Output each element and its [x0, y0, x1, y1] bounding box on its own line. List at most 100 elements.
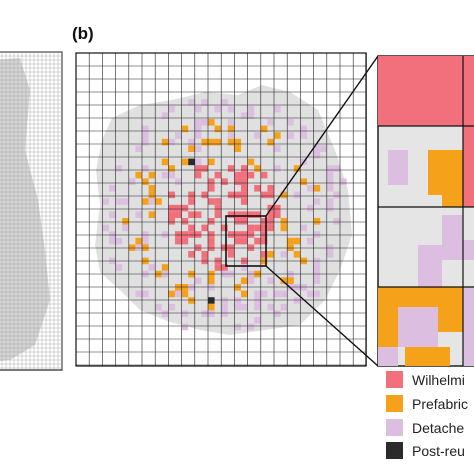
detached-cell — [254, 132, 261, 139]
detached-cell — [267, 119, 274, 126]
prefabricated-cell — [214, 125, 222, 133]
legend-label: Post-reu — [412, 443, 465, 459]
detached-cell — [234, 323, 241, 331]
detached-cell — [241, 264, 248, 271]
wilhelminian-cell — [175, 211, 182, 218]
detached-cell — [313, 152, 321, 159]
panel-b-map — [75, 52, 379, 367]
prefabricated-cell — [378, 287, 463, 307]
detached-cell — [280, 251, 288, 258]
legend: Wilhelmi Prefabric Detache Post-reu — [386, 371, 468, 459]
wilhelminian-cell — [260, 218, 268, 225]
post-reunification-cell — [188, 158, 195, 166]
detached-cell — [142, 165, 149, 172]
legend-label: Detache — [412, 420, 464, 436]
wilhelminian-cell — [201, 224, 208, 232]
detached-cell — [194, 125, 202, 133]
prefabricated-cell — [234, 138, 241, 146]
detached-cell — [247, 105, 255, 113]
legend-swatch — [386, 371, 403, 388]
prefabricated-cell — [405, 347, 450, 366]
wilhelminian-cell — [247, 224, 255, 232]
detached-cell — [378, 347, 398, 366]
prefabricated-cell — [208, 138, 215, 146]
wilhelminian-cell — [201, 191, 208, 199]
wilhelminian-cell — [267, 211, 274, 218]
detached-cell — [188, 138, 195, 146]
wilhelminian-cell — [241, 231, 248, 238]
prefabricated-cell — [280, 277, 288, 284]
panel-b-frame — [75, 52, 367, 367]
prefabricated-cell — [208, 119, 215, 126]
detached-cell — [102, 198, 109, 205]
detached-cell — [241, 112, 248, 119]
detached-cell — [280, 290, 288, 298]
panel-a-city-shape — [0, 58, 50, 361]
detached-cell — [442, 215, 463, 260]
wilhelminian-cell — [181, 237, 189, 245]
detached-cell — [234, 303, 241, 311]
wilhelminian-cell — [214, 211, 222, 218]
detached-cell — [274, 145, 281, 152]
detached-cell — [175, 290, 182, 298]
wilhelminian-cell — [254, 237, 261, 245]
wilhelminian-cell — [241, 218, 248, 225]
detached-cell — [287, 119, 294, 126]
wilhelminian-cell — [247, 211, 255, 218]
wilhelminian-cell — [175, 204, 182, 212]
wilhelminian-cell — [463, 126, 474, 207]
prefabricated-cell — [293, 165, 301, 172]
zoom-line-top — [265, 55, 379, 217]
wilhelminian-cell — [208, 198, 215, 205]
wilhelminian-cell — [241, 211, 248, 218]
wilhelminian-cell — [274, 211, 281, 218]
prefabricated-cell — [181, 158, 189, 166]
wilhelminian-cell — [260, 251, 268, 258]
post-reunification-cell — [208, 297, 215, 304]
wilhelminian-cell — [241, 165, 248, 172]
wilhelminian-cell — [267, 218, 274, 225]
prefabricated-cell — [122, 218, 129, 225]
wilhelminian-cell — [201, 165, 208, 172]
detached-cell — [307, 185, 314, 192]
prefabricated-cell — [428, 150, 463, 195]
detached-cell — [287, 132, 294, 139]
wilhelminian-cell — [267, 224, 274, 232]
wilhelminian-cell — [221, 178, 228, 185]
detached-cell — [122, 224, 129, 232]
detached-cell — [313, 198, 321, 205]
detached-cell — [234, 297, 241, 304]
prefabricated-cell — [438, 307, 463, 332]
wilhelminian-cell — [214, 198, 222, 205]
detached-cell — [267, 303, 274, 311]
detached-cell — [102, 224, 109, 232]
detached-cell — [333, 191, 340, 199]
zoom-inset-cells — [378, 56, 474, 366]
wilhelminian-cell — [267, 191, 274, 199]
detached-cell — [128, 178, 136, 185]
wilhelminian-cell — [234, 171, 241, 179]
detached-cell — [300, 224, 307, 232]
detached-cell — [201, 119, 208, 126]
wilhelminian-cell — [234, 191, 241, 199]
prefabricated-cell — [188, 145, 195, 152]
detached-cell — [307, 290, 314, 298]
wilhelminian-cell — [221, 224, 228, 232]
prefabricated-cell — [300, 178, 307, 185]
prefabricated-cell — [142, 198, 149, 205]
detached-cell — [115, 237, 123, 245]
prefabricated-cell — [254, 165, 261, 172]
detached-cell — [148, 264, 156, 271]
wilhelminian-cell — [254, 224, 261, 232]
wilhelminian-cell — [234, 211, 241, 218]
prefabricated-cell — [267, 138, 274, 146]
wilhelminian-cell — [168, 204, 175, 212]
zoom-box — [225, 215, 267, 267]
wilhelminian-cell — [188, 224, 195, 232]
zoom-inset — [377, 55, 474, 367]
detached-cell — [326, 185, 334, 192]
detached-cell — [326, 198, 334, 205]
legend-label: Wilhelmi — [412, 372, 465, 388]
detached-cell — [142, 231, 149, 238]
